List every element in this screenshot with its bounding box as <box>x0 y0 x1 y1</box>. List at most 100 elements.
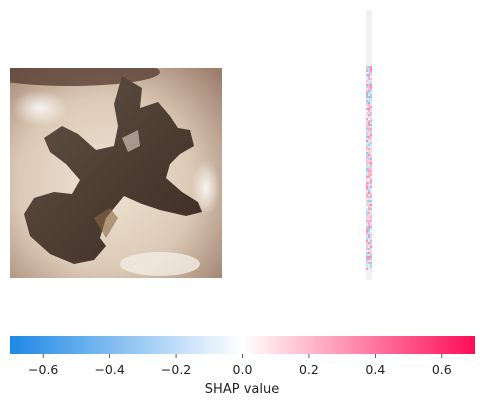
cavity-highlight <box>122 130 140 152</box>
colorbar-gradient <box>10 336 475 354</box>
shap-pixel <box>366 270 368 272</box>
shap-pixel <box>368 246 370 248</box>
shap-pixel <box>366 46 368 48</box>
shap-pixel <box>366 266 368 268</box>
shap-pixel <box>368 210 370 212</box>
shap-pixel <box>370 172 372 174</box>
shap-pixel <box>368 264 370 266</box>
shap-pixel <box>370 148 372 150</box>
cavity-shape <box>24 76 202 264</box>
shap-pixel <box>366 32 368 34</box>
shap-pixel <box>370 272 372 274</box>
enamel-highlight-bottom <box>120 252 200 276</box>
shap-pixel <box>370 34 372 36</box>
shap-pixel <box>366 82 368 84</box>
shap-pixel <box>366 264 368 266</box>
shap-pixel <box>366 94 368 96</box>
shap-pixel <box>366 152 368 154</box>
shap-pixel <box>368 182 370 184</box>
shap-pixel <box>370 268 372 270</box>
shap-pixel <box>370 114 372 116</box>
shap-pixel <box>366 130 368 132</box>
shap-pixel <box>366 138 368 140</box>
shap-pixel <box>370 30 372 32</box>
shap-pixel <box>370 150 372 152</box>
shap-pixel <box>368 58 370 60</box>
shap-pixel <box>368 222 370 224</box>
shap-pixel <box>368 70 370 72</box>
shap-pixel <box>370 140 372 142</box>
shap-pixel <box>366 124 368 126</box>
shap-pixel <box>368 184 370 186</box>
shap-pixel <box>368 190 370 192</box>
shap-pixel <box>368 240 370 242</box>
shap-pixel <box>370 166 372 168</box>
shap-pixel <box>366 256 368 258</box>
shap-pixel <box>366 250 368 252</box>
shap-pixel <box>366 66 368 68</box>
colorbar-tick-label: −0.2 <box>161 362 191 377</box>
shap-pixel <box>366 74 368 76</box>
shap-pixel <box>366 42 368 44</box>
shap-pixel <box>368 244 370 246</box>
shap-pixel <box>370 262 372 264</box>
shap-pixel <box>370 22 372 24</box>
shap-pixel <box>366 62 368 64</box>
shap-pixel <box>370 130 372 132</box>
shap-pixel <box>366 140 368 142</box>
shap-pixel <box>366 16 368 18</box>
shap-pixel <box>366 38 368 40</box>
shap-pixel <box>370 274 372 276</box>
shap-pixel <box>370 180 372 182</box>
shap-pixel <box>370 234 372 236</box>
colorbar: −0.6 −0.4 −0.2 0.0 0.2 0.4 0.6 SHAP value <box>10 336 475 397</box>
shap-pixel <box>368 144 370 146</box>
shap-pixel <box>370 168 372 170</box>
shap-pixel <box>366 10 368 12</box>
shap-pixel <box>368 54 370 56</box>
shap-pixel <box>370 126 372 128</box>
shap-pixel <box>370 158 372 160</box>
shap-pixel <box>366 158 368 160</box>
shap-pixel <box>366 222 368 224</box>
shap-pixel <box>370 142 372 144</box>
shap-pixel <box>366 198 368 200</box>
shap-pixel <box>366 242 368 244</box>
shap-pixel <box>368 124 370 126</box>
shap-pixel <box>366 88 368 90</box>
shap-pixel <box>370 222 372 224</box>
shap-pixel <box>370 276 372 278</box>
shap-pixel <box>370 88 372 90</box>
shap-pixel <box>368 268 370 270</box>
shap-pixel <box>370 60 372 62</box>
shap-pixel <box>370 238 372 240</box>
shap-pixel <box>370 270 372 272</box>
shap-pixel <box>370 112 372 114</box>
shap-pixel <box>366 112 368 114</box>
shap-pixel <box>368 52 370 54</box>
shap-pixel <box>368 134 370 136</box>
shap-pixel <box>366 90 368 92</box>
shap-pixel <box>368 122 370 124</box>
shap-pixel <box>370 124 372 126</box>
shap-pixel <box>370 98 372 100</box>
shap-pixel <box>368 16 370 18</box>
shap-pixel <box>368 62 370 64</box>
shap-pixel <box>368 154 370 156</box>
shap-pixel <box>366 226 368 228</box>
shap-pixel <box>370 52 372 54</box>
shap-pixel <box>366 44 368 46</box>
shap-pixel <box>368 216 370 218</box>
shap-pixel <box>370 120 372 122</box>
shap-pixel <box>368 40 370 42</box>
shap-pixel <box>370 248 372 250</box>
shap-pixel <box>370 136 372 138</box>
shap-pixel <box>366 204 368 206</box>
shap-pixel <box>368 46 370 48</box>
shap-pixel <box>370 204 372 206</box>
shap-pixel <box>368 26 370 28</box>
shap-pixel <box>370 260 372 262</box>
shap-pixel <box>368 42 370 44</box>
shap-pixel <box>366 100 368 102</box>
shap-pixel <box>368 104 370 106</box>
